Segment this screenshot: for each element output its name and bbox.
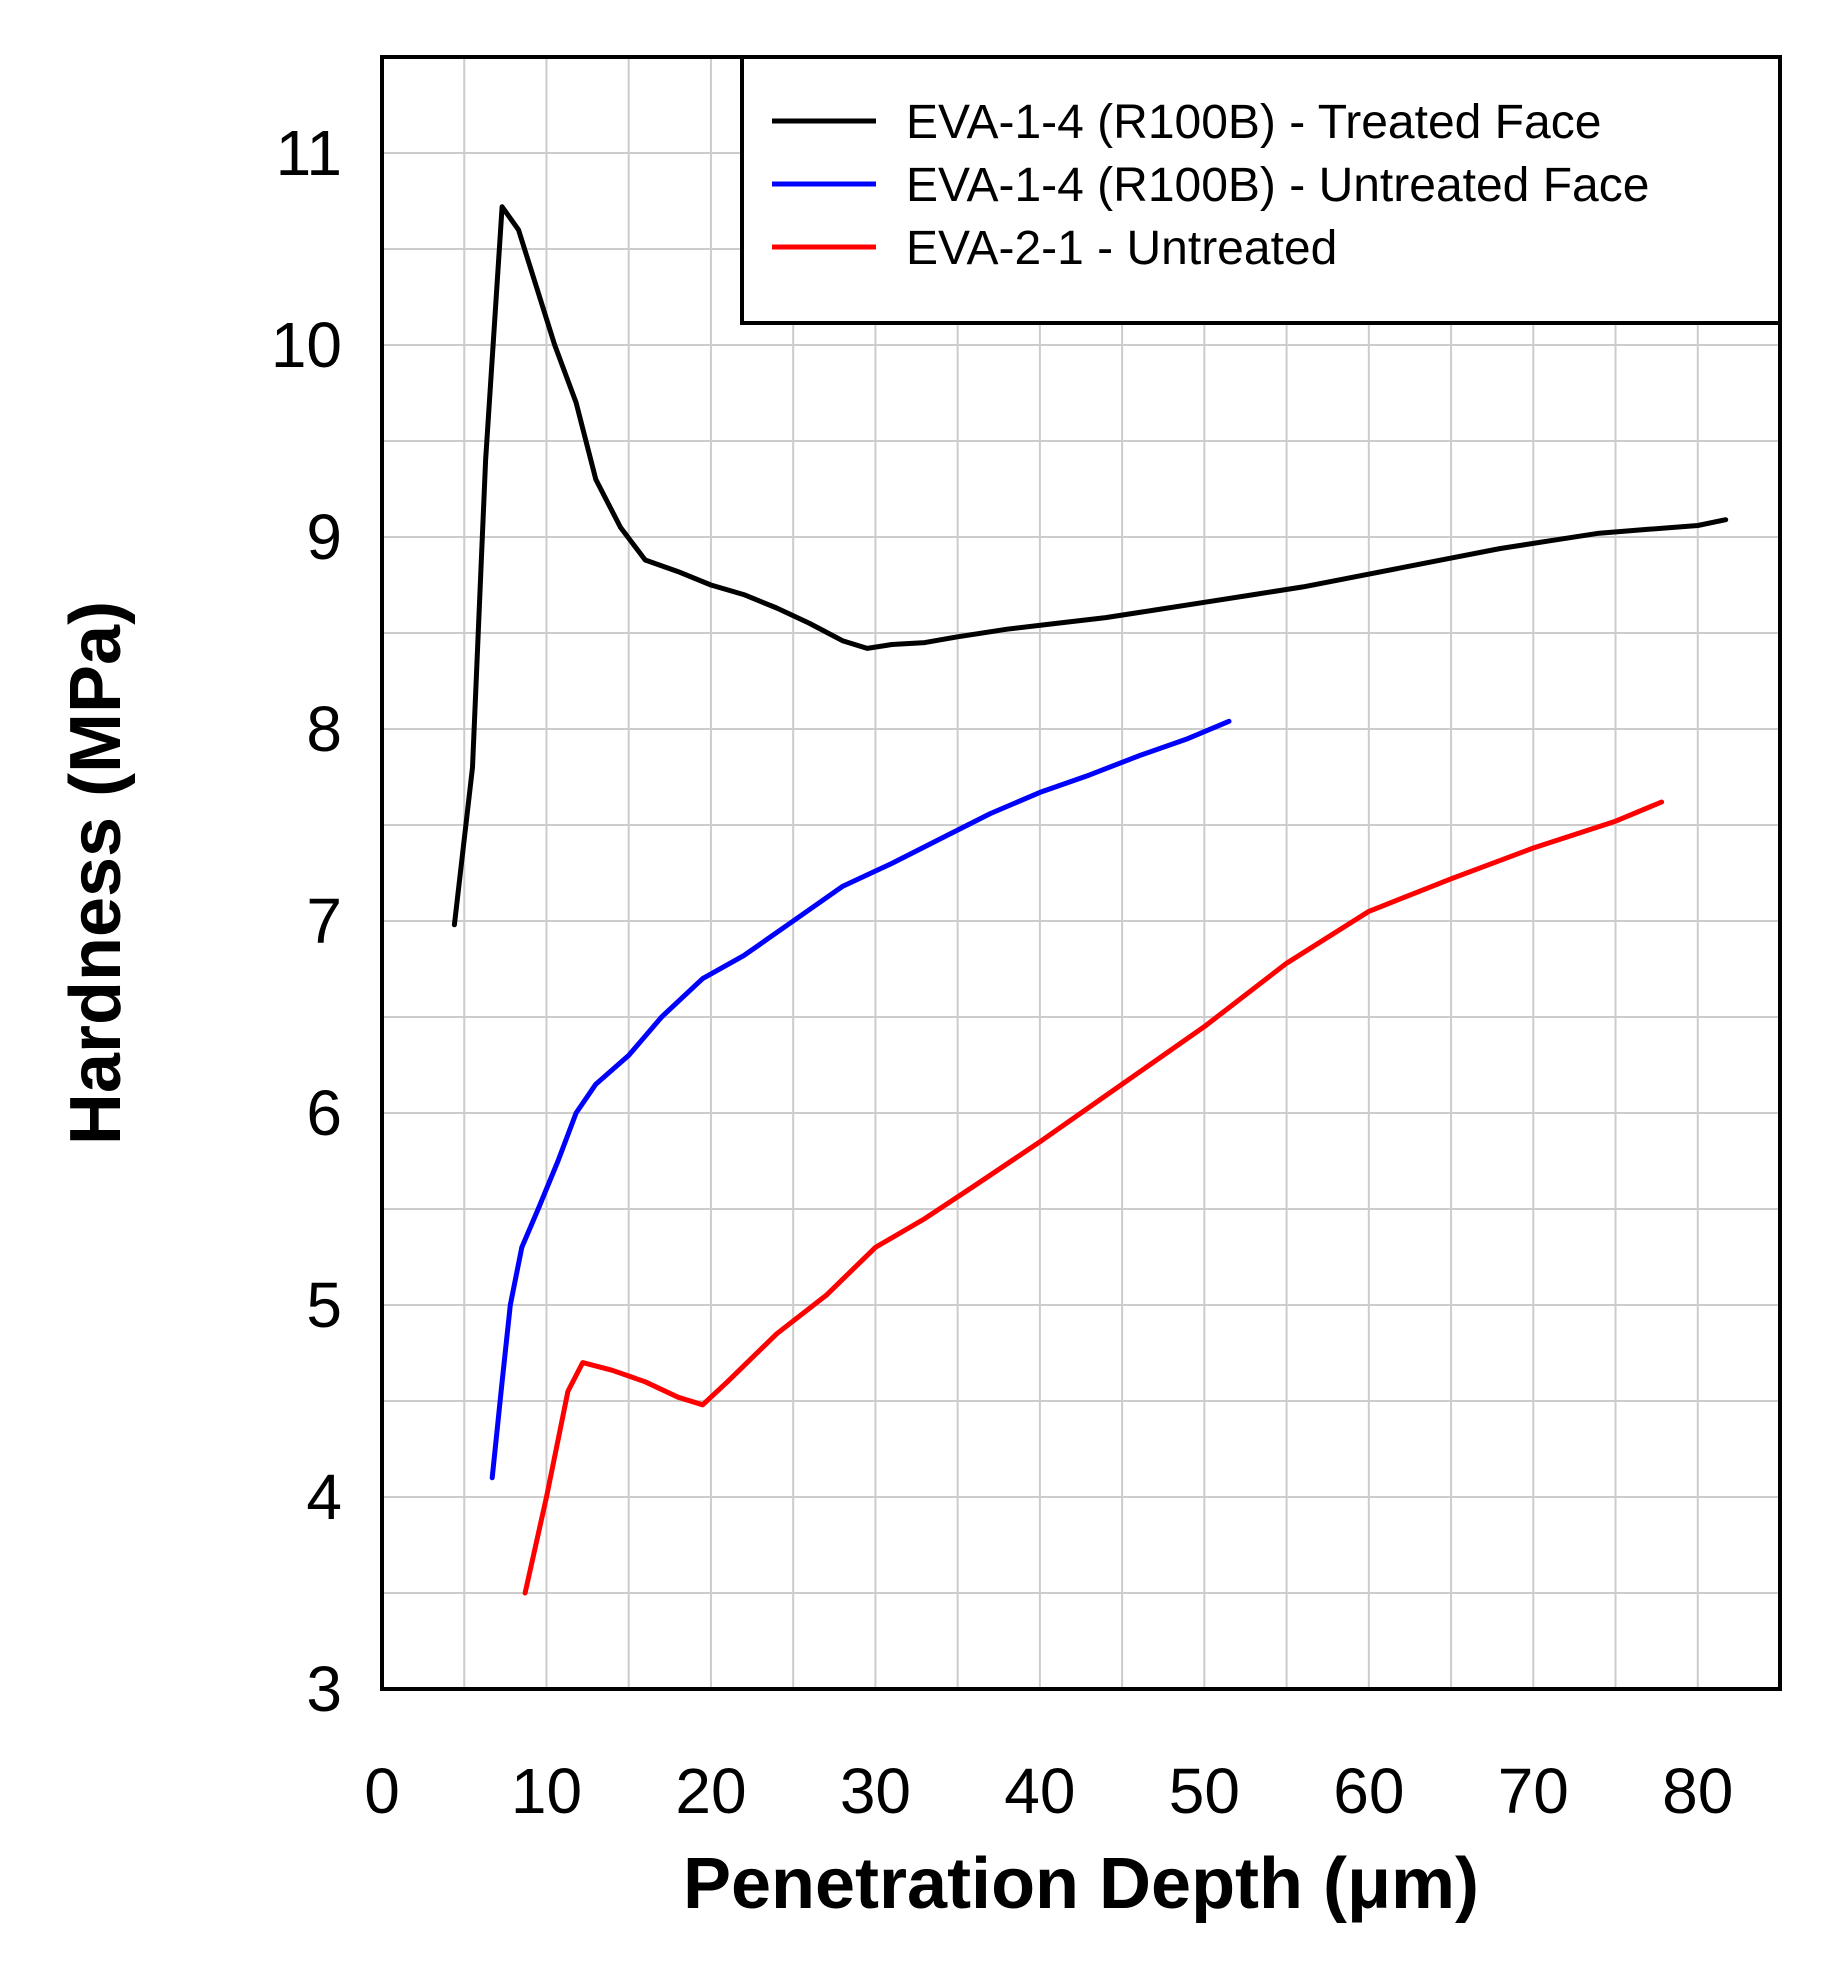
series-line-3 bbox=[522, 799, 1665, 1596]
y-tick-label: 11 bbox=[276, 117, 342, 189]
x-tick-label: 30 bbox=[840, 1755, 911, 1827]
x-tick-label: 80 bbox=[1662, 1755, 1733, 1827]
legend-label-1: EVA-1-4 (R100B) - Treated Face bbox=[906, 96, 1601, 149]
y-tick-label: 4 bbox=[306, 1461, 342, 1533]
y-tick-label: 3 bbox=[306, 1653, 342, 1725]
series-line-2 bbox=[489, 718, 1232, 1481]
x-axis-title: Penetration Depth (μm) bbox=[683, 1844, 1479, 1924]
y-tick-label: 6 bbox=[306, 1077, 342, 1149]
x-tick-label: 70 bbox=[1498, 1755, 1569, 1827]
y-tick-label: 8 bbox=[306, 693, 342, 765]
x-tick-label: 0 bbox=[364, 1755, 400, 1827]
legend-box bbox=[740, 55, 1782, 325]
x-tick-label: 10 bbox=[511, 1755, 582, 1827]
legend-label-3: EVA-2-1 - Untreated bbox=[906, 222, 1337, 275]
x-tick-labels: 0 10 20 30 40 50 60 70 80 bbox=[364, 1755, 1733, 1827]
x-tick-label: 50 bbox=[1169, 1755, 1240, 1827]
x-tick-label: 60 bbox=[1333, 1755, 1404, 1827]
y-tick-labels: 3 4 5 6 7 8 9 10 11 bbox=[271, 117, 342, 1725]
y-axis-title: Hardness (MPa) bbox=[56, 601, 136, 1145]
y-tick-label: 10 bbox=[271, 309, 342, 381]
legend: EVA-1-4 (R100B) - Treated Face EVA-1-4 (R… bbox=[740, 55, 1782, 325]
series-lines bbox=[451, 204, 1729, 1596]
y-tick-label: 9 bbox=[306, 501, 342, 573]
series-line-1 bbox=[451, 204, 1729, 928]
x-tick-label: 40 bbox=[1004, 1755, 1075, 1827]
x-tick-label: 20 bbox=[675, 1755, 746, 1827]
y-tick-label: 5 bbox=[306, 1269, 342, 1341]
y-tick-label: 7 bbox=[306, 885, 342, 957]
legend-label-2: EVA-1-4 (R100B) - Untreated Face bbox=[906, 159, 1649, 212]
